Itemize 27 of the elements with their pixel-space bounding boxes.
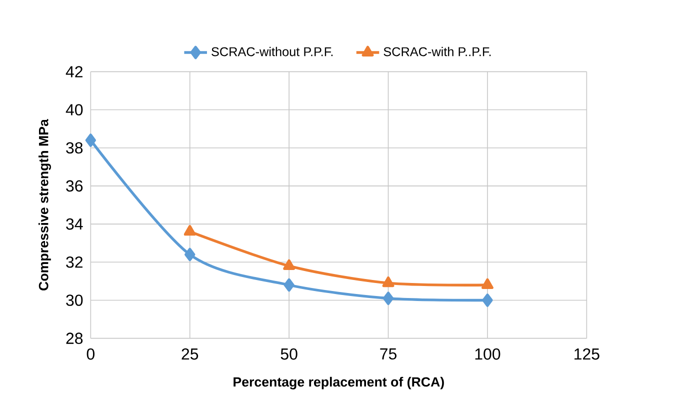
- y-tick-label: 42: [66, 66, 82, 78]
- point: [382, 276, 394, 288]
- x-tick-label: 75: [380, 348, 396, 360]
- point: [184, 248, 196, 262]
- point: [283, 259, 296, 270]
- point: [284, 278, 294, 292]
- x-tick-label: 0: [86, 348, 94, 360]
- x-axis-title: Percentage replacement of (RCA): [234, 376, 444, 390]
- y-tick-label: 32: [66, 256, 82, 268]
- point: [482, 278, 494, 290]
- legend-label: SCRAC-without P.P.F.: [212, 46, 333, 56]
- legend-label: SCRAC-with P..P.F.: [384, 46, 491, 56]
- y-tick-label: 36: [66, 180, 83, 192]
- y-tick-label: 40: [66, 104, 83, 116]
- y-tick-label: 30: [66, 294, 83, 306]
- point: [382, 292, 394, 305]
- y-axis-title: Compressive strength MPa: [38, 118, 52, 290]
- y-tick-label: 34: [66, 218, 83, 230]
- y-tick-label: 38: [66, 142, 83, 154]
- y-tick-label: 28: [66, 332, 83, 344]
- x-tick-label: 25: [182, 348, 198, 360]
- point: [482, 294, 493, 307]
- x-tick-label: 125: [574, 348, 600, 360]
- point: [85, 134, 96, 147]
- x-tick-label: 50: [280, 348, 298, 360]
- x-tick-label: 100: [475, 348, 500, 360]
- point: [184, 225, 196, 236]
